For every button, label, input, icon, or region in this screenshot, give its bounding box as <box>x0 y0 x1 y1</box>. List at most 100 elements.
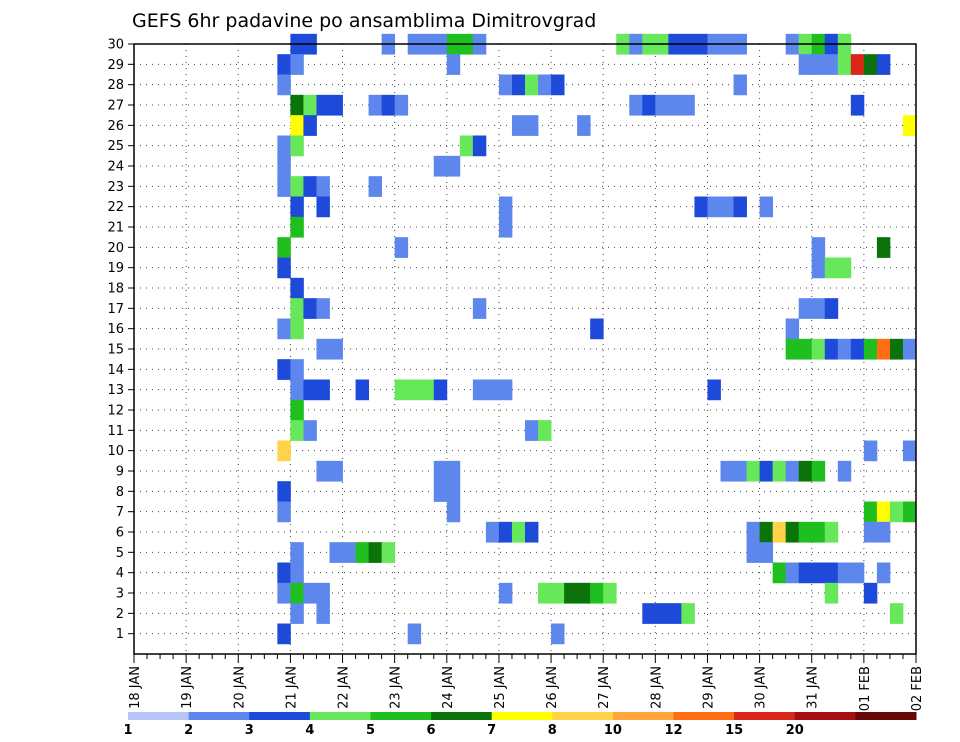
heatmap-cell <box>355 542 369 563</box>
x-tick-label: 20 JAN <box>232 666 247 709</box>
heatmap-cell <box>876 501 891 523</box>
legend-swatch <box>794 712 856 720</box>
y-tick-label: 2 <box>116 607 124 622</box>
heatmap-cell <box>433 481 461 502</box>
heatmap-cell <box>590 582 604 604</box>
y-tick-label: 16 <box>107 322 124 337</box>
y-tick-label: 19 <box>107 261 124 276</box>
heatmap-cell <box>824 582 839 604</box>
heatmap-cell <box>277 359 291 380</box>
heatmap-cell <box>446 501 461 523</box>
y-tick-label: 15 <box>107 343 124 358</box>
heatmap-cell <box>642 94 656 116</box>
y-tick-label: 6 <box>116 526 124 541</box>
y-tick-label: 23 <box>107 180 124 195</box>
heatmap-cell <box>863 338 878 360</box>
y-tick-label: 4 <box>116 566 124 581</box>
heatmap-cell <box>498 74 513 96</box>
x-tick-label: 28 JAN <box>649 666 664 709</box>
heatmap-cell <box>368 94 383 116</box>
heatmap-cell <box>368 176 383 197</box>
heatmap-cell <box>590 318 604 340</box>
x-tick-label: 25 JAN <box>493 666 508 709</box>
x-tick-label: 19 JAN <box>180 666 195 709</box>
heatmap-cell <box>316 338 343 360</box>
y-tick-label: 9 <box>116 465 124 480</box>
heatmap-cell <box>394 237 409 258</box>
heatmap-cell <box>655 94 695 116</box>
heatmap-cell <box>316 298 330 319</box>
heatmap-cell <box>746 542 774 563</box>
heatmap-cell <box>785 460 800 482</box>
heatmap-cell <box>837 460 852 482</box>
heatmap-cell <box>850 54 865 75</box>
heatmap-cell <box>316 176 330 197</box>
x-tick-label: 29 JAN <box>701 666 716 709</box>
x-tick-label: 21 JAN <box>284 666 299 709</box>
heatmap-cell <box>290 216 304 238</box>
legend-label: 3 <box>245 723 254 738</box>
legend-label: 6 <box>427 723 436 738</box>
heatmap-cell <box>902 338 917 360</box>
heatmap-cell <box>407 623 422 645</box>
heatmap-cell <box>863 440 878 462</box>
heatmap-cell <box>798 298 826 319</box>
heatmap-cell <box>277 257 291 279</box>
x-tick-label: 01 FEB <box>858 666 873 711</box>
heatmap-cell <box>303 420 317 441</box>
heatmap-cell <box>603 582 617 604</box>
heatmap-cell <box>811 460 826 482</box>
y-tick-label: 11 <box>107 424 124 439</box>
heatmap-cell <box>629 94 643 116</box>
heatmap-cell <box>277 623 291 645</box>
legend-swatch <box>734 712 796 720</box>
legend-swatch <box>128 712 190 720</box>
x-tick-label: 27 JAN <box>597 666 612 709</box>
heatmap-cell <box>876 338 891 360</box>
heatmap-cell <box>459 135 474 157</box>
heatmap-cell <box>837 338 852 360</box>
heatmap-cell <box>498 216 513 238</box>
x-tick-label: 23 JAN <box>389 666 404 709</box>
heatmap-cell <box>837 257 852 279</box>
heatmap-cell <box>889 501 904 523</box>
heatmap-cell <box>759 196 774 218</box>
heatmap-cell <box>681 603 695 624</box>
heatmap-cell <box>472 298 487 319</box>
y-tick-label: 13 <box>107 383 124 398</box>
heatmap-cell <box>277 176 291 197</box>
heatmap-cell <box>433 460 461 482</box>
heatmap-cell <box>511 521 526 543</box>
legend-swatch <box>612 712 675 720</box>
heatmap-cell <box>394 94 409 116</box>
y-tick-label: 5 <box>116 546 124 561</box>
y-tick-label: 29 <box>107 58 124 73</box>
heatmap-cell <box>525 420 539 441</box>
x-tick-label: 30 JAN <box>754 666 769 709</box>
x-tick-label: 24 JAN <box>441 666 456 709</box>
heatmap-cell <box>290 298 304 319</box>
heatmap-cell <box>303 94 317 116</box>
heatmap-cell <box>772 562 787 584</box>
heatmap-cell <box>577 115 591 136</box>
heatmap-cell <box>850 94 865 116</box>
heatmap-cell <box>498 521 513 543</box>
heatmap-cell <box>902 115 917 136</box>
heatmap-cell <box>303 298 317 319</box>
y-tick-label: 22 <box>107 200 124 215</box>
heatmap-cell <box>694 196 708 218</box>
x-tick-label: 18 JAN <box>128 666 143 709</box>
legend-swatch <box>491 712 553 720</box>
legend-swatch <box>249 712 311 720</box>
heatmap-cell <box>538 74 552 96</box>
heatmap-cell <box>277 135 291 157</box>
heatmap-cell <box>277 562 291 584</box>
legend-swatch <box>309 712 371 720</box>
heatmap-cell <box>290 542 304 563</box>
heatmap-cell <box>290 562 304 584</box>
heatmap-cell <box>889 603 904 624</box>
heatmap-cell <box>498 196 513 218</box>
heatmap-cell <box>277 54 291 75</box>
legend-label: 4 <box>305 723 314 738</box>
